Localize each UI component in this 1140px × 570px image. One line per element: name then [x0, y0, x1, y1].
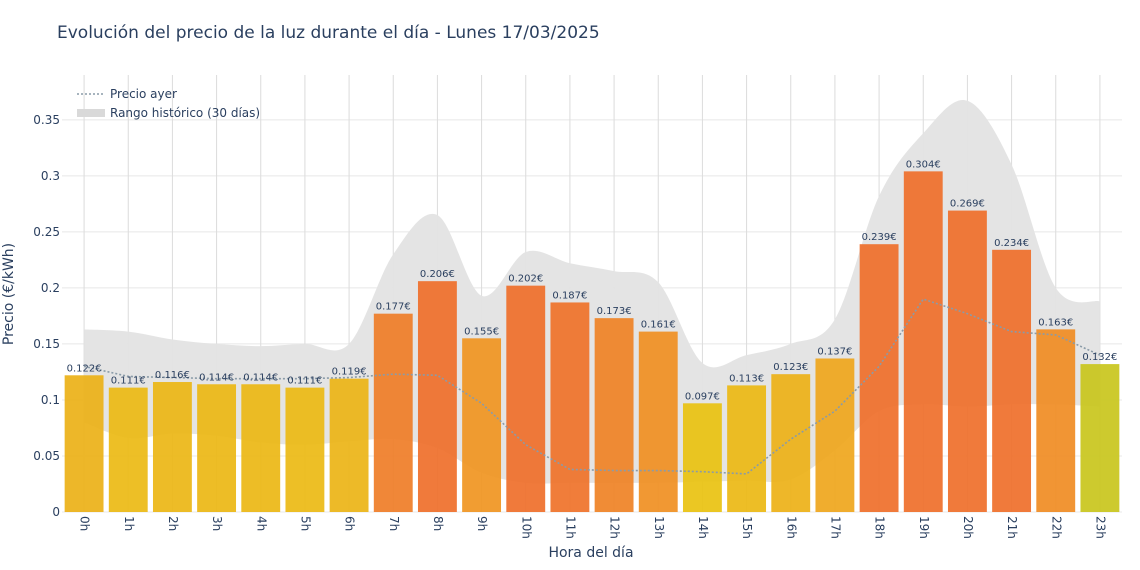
bar-value-label-12h: 0.173€ — [597, 306, 632, 317]
bar-value-label-21h: 0.234€ — [994, 238, 1029, 249]
x-tick-label-11h: 11h — [563, 516, 577, 539]
x-tick-label-1h: 1h — [122, 516, 136, 531]
x-tick-label-2h: 2h — [166, 516, 180, 531]
bar-value-label-2h: 0.116€ — [155, 370, 190, 381]
x-tick-label-20h: 20h — [961, 516, 975, 539]
price-bar-4h — [241, 384, 281, 512]
historical-range-band — [84, 99, 1100, 484]
legend-item-historical-range[interactable]: Rango histórico (30 días) — [77, 106, 260, 120]
bar-value-label-0h: 0.122€ — [67, 363, 102, 374]
y-tick-label: 0.15 — [33, 337, 60, 351]
x-tick-label-23h: 23h — [1093, 516, 1107, 539]
y-tick-label: 0.35 — [33, 113, 60, 127]
price-bar-14h — [682, 403, 722, 512]
price-bar-3h — [197, 384, 237, 512]
price-bar-20h — [947, 210, 987, 513]
bar-value-label-1h: 0.111€ — [111, 376, 146, 387]
x-tick-label-7h: 7h — [387, 516, 401, 531]
bar-value-label-7h: 0.177€ — [376, 302, 411, 313]
x-tick-label-22h: 22h — [1049, 516, 1063, 539]
bar-value-label-3h: 0.114€ — [199, 372, 234, 383]
price-bar-18h — [859, 244, 899, 512]
yesterday-price-line — [83, 298, 1101, 475]
bar-value-label-6h: 0.119€ — [332, 367, 367, 378]
x-axis-title: Hora del día — [548, 545, 633, 561]
bar-value-label-4h: 0.114€ — [243, 372, 278, 383]
legend-band-swatch — [77, 109, 105, 117]
y-tick-label: 0 — [52, 505, 60, 519]
x-tick-label-16h: 16h — [784, 516, 798, 539]
bar-value-label-5h: 0.111€ — [287, 376, 322, 387]
price-bar-15h — [727, 385, 767, 512]
x-tick-label-4h: 4h — [254, 516, 268, 531]
price-bar-13h — [638, 331, 678, 512]
chart-title: Evolución del precio de la luz durante e… — [57, 23, 600, 43]
bar-value-label-20h: 0.269€ — [950, 199, 985, 210]
x-tick-label-19h: 19h — [917, 516, 931, 539]
x-tick-label-18h: 18h — [873, 516, 887, 539]
y-tick-label: 0.2 — [41, 281, 60, 295]
legend-label-yesterday: Precio ayer — [110, 87, 177, 101]
bar-value-label-8h: 0.206€ — [420, 269, 455, 280]
y-tick-label: 0.1 — [41, 393, 60, 407]
price-bar-8h — [417, 281, 457, 512]
price-bar-0h — [64, 375, 104, 512]
bar-value-label-19h: 0.304€ — [906, 159, 941, 170]
x-tick-label-13h: 13h — [652, 516, 666, 539]
y-axis-ticks: 0 0.05 0.1 0.15 0.2 0.25 0.3 0.35 — [33, 113, 60, 519]
x-tick-label-10h: 10h — [519, 516, 533, 539]
bar-value-label-13h: 0.161€ — [641, 320, 676, 331]
price-bar-6h — [329, 378, 369, 512]
y-axis-title: Precio (€/kWh) — [1, 243, 17, 345]
x-tick-label-8h: 8h — [431, 516, 445, 531]
price-bar-22h — [1036, 329, 1076, 512]
historical-range-area — [84, 99, 1100, 484]
bar-value-label-18h: 0.239€ — [862, 232, 897, 243]
legend[interactable]: Precio ayer Rango histórico (30 días) — [77, 87, 260, 120]
price-bar-9h — [462, 338, 502, 512]
price-bar-17h — [815, 358, 855, 512]
x-tick-label-5h: 5h — [298, 516, 312, 531]
price-bar-21h — [992, 249, 1032, 513]
bar-value-label-22h: 0.163€ — [1038, 317, 1073, 328]
bar-value-label-11h: 0.187€ — [552, 290, 587, 301]
price-bar-10h — [506, 285, 546, 512]
bar-value-labels: 0.122€ 0.111€ 0.116€ 0.114€ 0.114€ 0.111€ 0.11… — [67, 159, 1118, 402]
yesterday-price-polyline — [83, 298, 1101, 475]
x-tick-label-21h: 21h — [1005, 516, 1019, 539]
price-bar-11h — [550, 302, 590, 512]
x-tick-label-6h: 6h — [343, 516, 357, 531]
price-bar-2h — [152, 382, 192, 512]
y-tick-label: 0.05 — [33, 449, 60, 463]
x-tick-label-12h: 12h — [608, 516, 622, 539]
x-tick-label-0h: 0h — [78, 516, 92, 531]
bar-value-label-17h: 0.137€ — [817, 346, 852, 357]
legend-item-yesterday[interactable]: Precio ayer — [77, 87, 177, 101]
price-bar-16h — [771, 374, 811, 512]
bar-value-label-10h: 0.202€ — [508, 274, 543, 285]
bar-value-label-15h: 0.113€ — [729, 373, 764, 384]
bar-value-label-16h: 0.123€ — [773, 362, 808, 373]
y-tick-label: 0.25 — [33, 225, 60, 239]
price-bar-7h — [373, 313, 413, 512]
price-bar-23h — [1080, 364, 1120, 512]
x-tick-label-14h: 14h — [696, 516, 710, 539]
x-tick-label-9h: 9h — [475, 516, 489, 531]
price-bar-1h — [108, 387, 148, 512]
bar-value-label-23h: 0.132€ — [1082, 352, 1117, 363]
price-bar-12h — [594, 318, 634, 512]
bars — [64, 171, 1120, 513]
bar-value-label-9h: 0.155€ — [464, 326, 499, 337]
price-bar-5h — [285, 387, 325, 512]
legend-label-historical-range: Rango histórico (30 días) — [110, 106, 260, 120]
x-axis-ticks: 0h 1h 2h 3h 4h 5h 6h 7h 8h 9h 10h 11h 12h 13h 14h 15h 16… — [78, 516, 1108, 539]
bar-value-label-14h: 0.097€ — [685, 391, 720, 402]
y-tick-label: 0.3 — [41, 169, 60, 183]
x-tick-label-17h: 17h — [828, 516, 842, 539]
price-bar-19h — [903, 171, 943, 512]
x-tick-label-15h: 15h — [740, 516, 754, 539]
x-tick-label-3h: 3h — [210, 516, 224, 531]
